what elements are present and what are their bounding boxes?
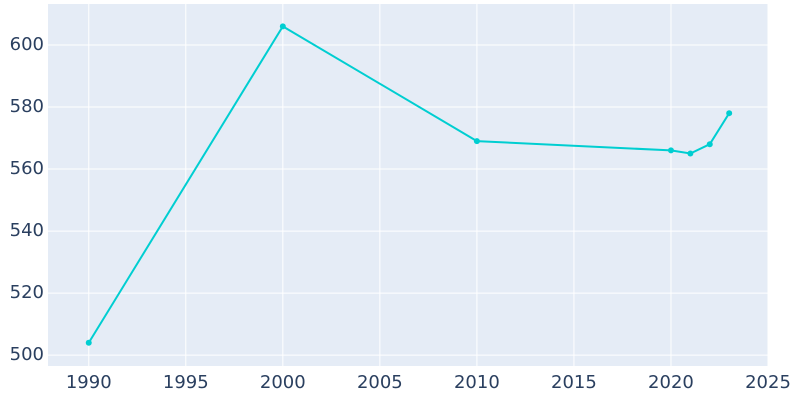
x-tick-label: 1995 xyxy=(163,372,209,393)
x-tick-label: 1990 xyxy=(66,372,112,393)
point xyxy=(473,138,480,145)
point xyxy=(706,141,713,148)
point xyxy=(85,339,92,346)
x-tick-label: 2000 xyxy=(260,372,306,393)
y-tick-label: 560 xyxy=(10,158,44,179)
y-tick-label: 500 xyxy=(10,344,44,365)
x-tick-label: 2010 xyxy=(454,372,500,393)
y-tick-label: 580 xyxy=(10,96,44,117)
y-tick-label: 600 xyxy=(10,34,44,55)
x-tick-label: 2025 xyxy=(745,372,791,393)
plot-area xyxy=(48,4,768,366)
point xyxy=(726,110,733,117)
x-tick-label: 2015 xyxy=(551,372,597,393)
point xyxy=(667,147,674,154)
y-tick-label: 520 xyxy=(10,282,44,303)
x-tick-label: 2005 xyxy=(357,372,403,393)
x-tick-label: 2020 xyxy=(648,372,694,393)
point xyxy=(279,23,286,30)
point xyxy=(687,150,694,157)
y-tick-label: 540 xyxy=(10,220,44,241)
